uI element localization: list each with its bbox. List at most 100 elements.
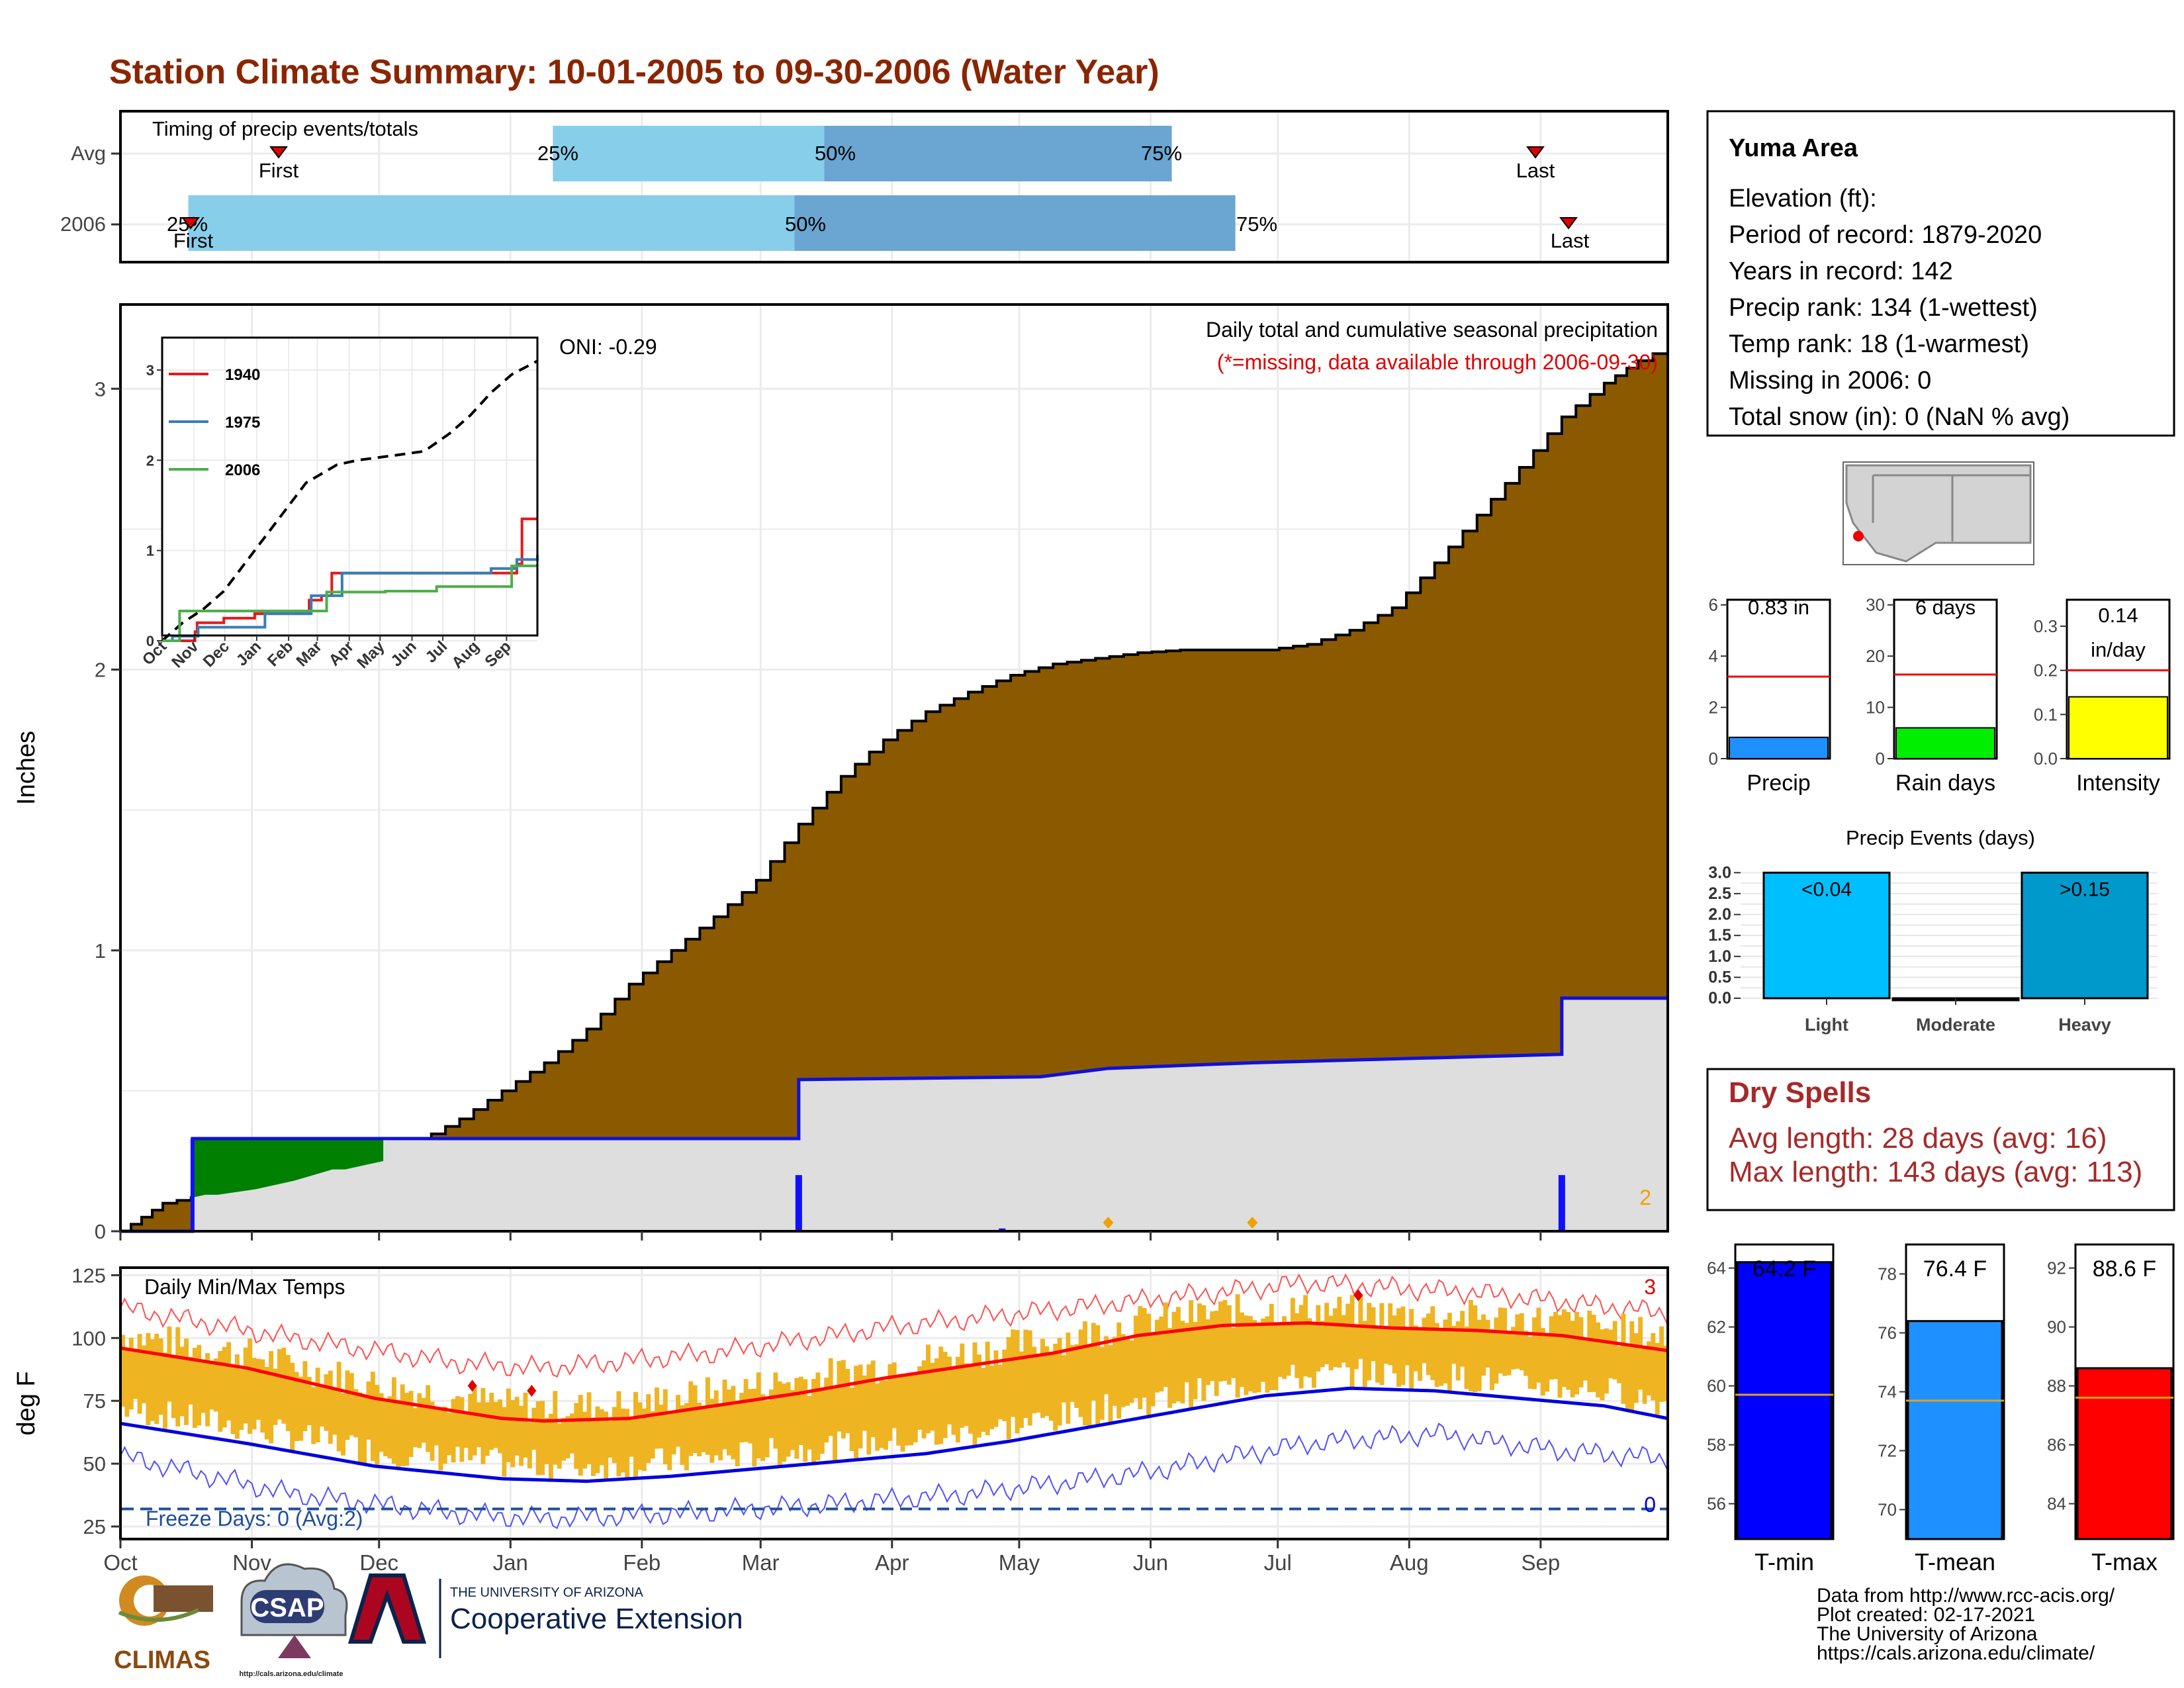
daily-temp-bar <box>1481 1314 1486 1376</box>
daily-temp-bar <box>1460 1311 1465 1367</box>
daily-temp-bar <box>1566 1312 1571 1390</box>
y-tick-label: 25 <box>83 1515 106 1538</box>
inset-x-tick-label: Apr <box>326 637 357 669</box>
daily-temp-bar <box>1175 1307 1181 1401</box>
precip-events-title: Precip Events (days) <box>1846 826 2035 849</box>
daily-temp-bar <box>243 1347 248 1424</box>
daily-temp-bar <box>1468 1299 1473 1391</box>
daily-temp-bar <box>777 1381 782 1466</box>
daily-temp-bar <box>1290 1297 1295 1365</box>
y-tick-label: 2 <box>1709 698 1718 718</box>
daily-temp-bar <box>1485 1319 1490 1368</box>
inset-x-tick-label: May <box>353 637 388 673</box>
y-tick-label: 75 <box>83 1389 106 1413</box>
precip-bar-frame <box>1726 598 1831 760</box>
daily-temp-bar <box>519 1405 524 1466</box>
daily-temp-bar <box>391 1377 396 1464</box>
inset-x-tick-label: Nov <box>168 637 203 672</box>
daily-temp-bar <box>1002 1349 1007 1421</box>
inset-x-tick-label: Oct <box>139 637 170 669</box>
daily-temp-bar <box>934 1358 939 1445</box>
record-marker <box>467 1380 477 1392</box>
daily-temp-bar <box>201 1359 206 1413</box>
avg-first-marker <box>269 146 288 159</box>
daily-temp-bar <box>269 1351 274 1444</box>
credits: Data from http://www.rcc-acis.org/ Plot … <box>1817 1585 2115 1664</box>
count-label: 2 <box>1639 1186 1651 1209</box>
precip-events-chart: Precip Events (days) <0.04 >0.15 0.0 0.5 1.… <box>1707 826 2174 1068</box>
daily-temp-bar <box>357 1392 363 1462</box>
daily-temp-bar <box>633 1391 638 1478</box>
avg-last-marker <box>1526 146 1545 159</box>
daily-temp-bar <box>1062 1355 1066 1403</box>
y2006-first-marker <box>181 217 200 230</box>
daily-temp-bar <box>1027 1330 1032 1426</box>
daily-temp-bar <box>1069 1345 1075 1402</box>
avg-q25-label: 25% <box>537 142 578 165</box>
daily-temp-bar <box>484 1402 490 1456</box>
inset-legend-label: 1975 <box>225 414 260 432</box>
daily-temp-bar <box>985 1341 990 1436</box>
daily-temp-bar <box>1633 1333 1639 1403</box>
daily-temp-bar <box>1549 1316 1554 1380</box>
daily-temp-bar <box>1332 1308 1338 1368</box>
daily-temp-bar <box>298 1376 303 1441</box>
daily-temp-bar <box>290 1362 295 1451</box>
y-tick-label: 92 <box>2047 1258 2066 1278</box>
daily-temp-bar <box>1506 1333 1512 1376</box>
daily-temp-bar <box>1303 1295 1308 1377</box>
daily-temp-bar <box>124 1348 130 1417</box>
timing-label: Timing of precip events/totals <box>152 117 418 140</box>
info-line: Period of record: 1879-2020 <box>1729 221 2042 249</box>
daily-temp-bar <box>370 1372 375 1462</box>
y-tick-label: 3 <box>95 377 106 400</box>
daily-temp-bar <box>426 1385 431 1452</box>
y-tick-label: 125 <box>71 1264 106 1287</box>
inset-x-tick-label: Jun <box>387 637 420 670</box>
temp-bar-T-max <box>2076 1367 2173 1540</box>
daily-temp-bar <box>926 1344 931 1434</box>
daily-temp-bar <box>1282 1316 1287 1380</box>
daily-temp-bar <box>251 1358 257 1430</box>
daily-temp-bar <box>1298 1305 1304 1389</box>
daily-temp-bar <box>353 1389 359 1438</box>
ua-small-text: THE UNIVERSITY OF ARIZONA <box>450 1585 644 1600</box>
daily-temp-bar <box>1570 1321 1575 1397</box>
daily-temp-bar <box>841 1360 846 1439</box>
temp-bar-T-min <box>1736 1261 1833 1540</box>
temp-bar-value: 88.6 F <box>2093 1256 2156 1282</box>
y-tick-label: 62 <box>1707 1317 1726 1337</box>
daily-temp-bar <box>205 1353 210 1427</box>
daily-temp-bar <box>1316 1305 1321 1372</box>
daily-temp-bar <box>764 1400 770 1458</box>
daily-temp-bar <box>837 1360 842 1432</box>
daily-temp-bar <box>1040 1338 1045 1419</box>
daily-temp-bar <box>1078 1329 1083 1417</box>
daily-temp-bar <box>142 1345 146 1403</box>
daily-temp-bar <box>1129 1340 1134 1403</box>
y-tick-label: 70 <box>1878 1500 1897 1520</box>
daily-temp-bar <box>184 1338 189 1425</box>
daily-temp-bar <box>1498 1307 1503 1374</box>
daily-temp-bar <box>1404 1327 1410 1366</box>
inset-y-tick-label: 1 <box>146 543 154 559</box>
daily-temp-bar <box>760 1394 766 1462</box>
daily-temp-bar <box>748 1389 752 1444</box>
daily-temp-bar <box>569 1413 574 1454</box>
record-count: 3 <box>1644 1275 1656 1299</box>
daily-temp-bar <box>819 1390 825 1454</box>
daily-temp-bar <box>1638 1317 1643 1390</box>
daily-temp-bar <box>833 1385 838 1462</box>
daily-temp-bar <box>1307 1318 1312 1378</box>
daily-temp-bar <box>701 1407 706 1452</box>
daily-temp-bar <box>1349 1295 1355 1388</box>
daily-temp-bar <box>989 1365 995 1430</box>
daily-temp-bar <box>599 1409 604 1466</box>
daily-temp-bar <box>773 1372 778 1449</box>
daily-temp-bar <box>294 1372 299 1441</box>
y-tick-label: 72 <box>1878 1441 1897 1461</box>
timing-bar-2006-q25-q50 <box>188 195 795 251</box>
daily-temp-bar <box>1617 1346 1622 1383</box>
daily-temp-bar <box>854 1366 859 1458</box>
daily-temp-bar <box>218 1350 223 1432</box>
